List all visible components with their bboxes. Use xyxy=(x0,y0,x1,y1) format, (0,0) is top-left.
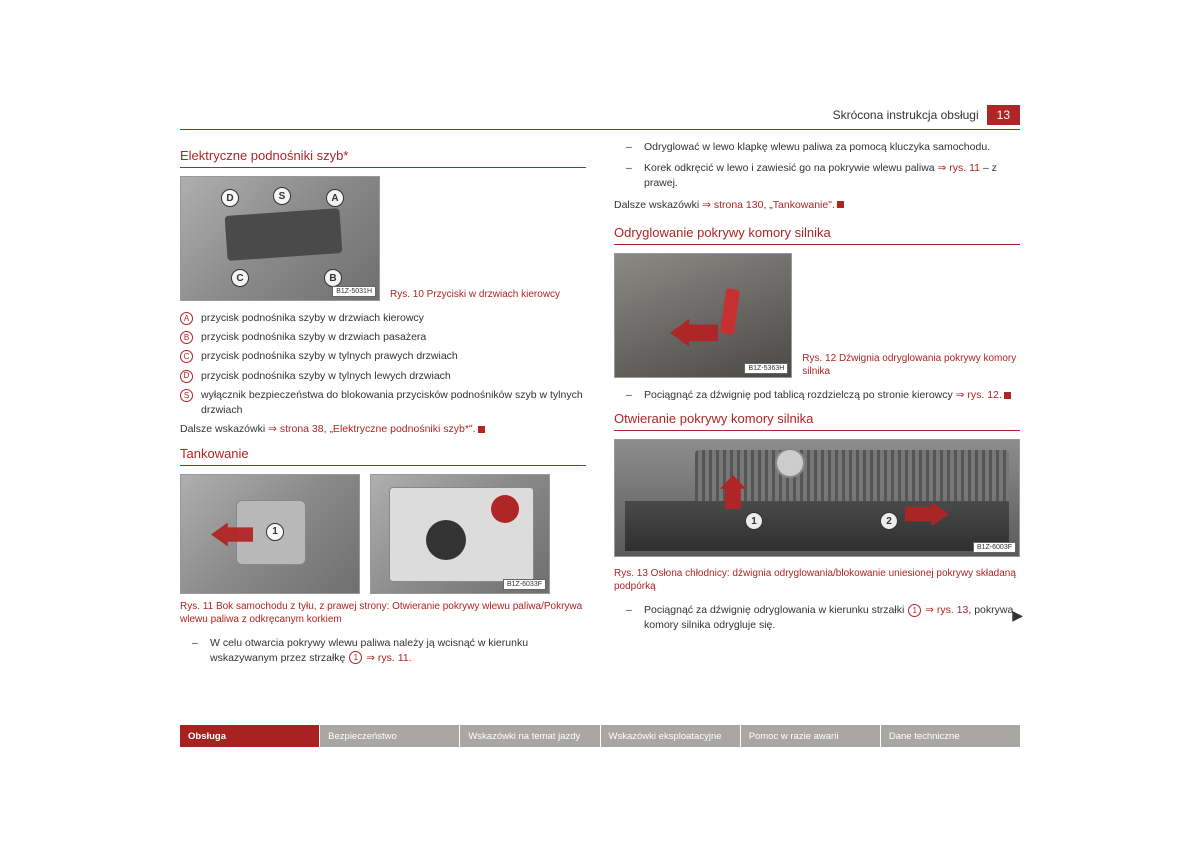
end-marker xyxy=(1004,392,1011,399)
item-c: Cprzycisk podnośnika szyby w tylnych pra… xyxy=(180,349,586,364)
tab-obsluga[interactable]: Obsługa xyxy=(180,725,320,747)
figure-13-code: B1Z-6003F xyxy=(973,542,1016,553)
marker-c: C xyxy=(231,269,249,287)
figure-12: B1Z-5363H Rys. 12 Dźwignia odryglowania … xyxy=(614,253,1020,378)
marker-2-hood: 2 xyxy=(880,512,898,530)
footer-tabs: Obsługa Bezpieczeństwo Wskazówki na tema… xyxy=(180,725,1020,747)
left-column: Elektryczne podnośniki szyb* D S A C B B… xyxy=(180,140,586,672)
figure-12-image: B1Z-5363H xyxy=(614,253,792,378)
figure-10-image: D S A C B B1Z-5031H xyxy=(180,176,380,301)
figure-12-caption: Rys. 12 Dźwignia odryglowania pokrywy ko… xyxy=(802,352,1020,378)
figure-11-caption: Rys. 11 Bok samochodu z tyłu, z prawej s… xyxy=(180,600,586,626)
right-column: – Odryglować w lewo klapkę wlewu paliwa … xyxy=(614,140,1020,672)
tab-bezpieczenstwo[interactable]: Bezpieczeństwo xyxy=(320,725,460,747)
fuel-step-2: – Odryglować w lewo klapkę wlewu paliwa … xyxy=(626,140,1020,155)
marker-a: A xyxy=(326,189,344,207)
open-hood-step: – Pociągnąć za dźwignię odryglowania w k… xyxy=(626,603,1020,633)
more-info-fuel: Dalsze wskazówki ⇒ strona 130, „Tankowan… xyxy=(614,198,1020,213)
marker-1-hood: 1 xyxy=(745,512,763,530)
more-info-windows: Dalsze wskazówki ⇒ strona 38, „Elektrycz… xyxy=(180,422,586,437)
continue-arrow-icon: ▶ xyxy=(1012,607,1023,624)
figure-10-code: B1Z-5031H xyxy=(332,286,376,297)
marker-d: D xyxy=(221,189,239,207)
figure-11-left: 1 xyxy=(180,474,360,594)
item-d: Dprzycisk podnośnika szyby w tylnych lew… xyxy=(180,369,586,384)
item-s: Swyłącznik bezpieczeństwa do blokowania … xyxy=(180,388,586,418)
section-name: Skrócona instrukcja obsługi xyxy=(833,108,979,122)
fuel-step-3: – Korek odkręcić w lewo i zawiesić go na… xyxy=(626,161,1020,191)
figure-13-caption: Rys. 13 Osłona chłodnicy: dźwignia odryg… xyxy=(614,567,1020,593)
figure-11-code: B1Z-6033F xyxy=(503,579,546,590)
figure-11-right: B1Z-6033F xyxy=(370,474,550,594)
marker-b: B xyxy=(324,269,342,287)
figure-11-row: 1 B1Z-6033F xyxy=(180,474,586,594)
manual-page: Skrócona instrukcja obsługi 13 Elektrycz… xyxy=(180,105,1020,672)
section-title-unlock-hood: Odryglowanie pokrywy komory silnika xyxy=(614,225,1020,245)
page-header: Skrócona instrukcja obsługi 13 xyxy=(180,105,1020,125)
marker-s: S xyxy=(273,187,291,205)
tab-wskazowki-eksploat[interactable]: Wskazówki eksploatacyjne xyxy=(601,725,741,747)
tab-dane-techniczne[interactable]: Dane techniczne xyxy=(881,725,1020,747)
item-a: Aprzycisk podnośnika szyby w drzwiach ki… xyxy=(180,311,586,326)
marker-1: 1 xyxy=(266,523,284,541)
unlock-hood-step: – Pociągnąć za dźwignię pod tablicą rozd… xyxy=(626,388,1020,403)
figure-10-caption: Rys. 10 Przyciski w drzwiach kierowcy xyxy=(390,288,560,301)
figure-13-image: 1 2 B1Z-6003F xyxy=(614,439,1020,557)
content-columns: Elektryczne podnośniki szyb* D S A C B B… xyxy=(180,140,1020,672)
item-b: Bprzycisk podnośnika szyby w drzwiach pa… xyxy=(180,330,586,345)
figure-13: 1 2 B1Z-6003F xyxy=(614,439,1020,557)
end-marker xyxy=(837,201,844,208)
figure-12-code: B1Z-5363H xyxy=(744,363,788,374)
header-rule xyxy=(180,129,1020,130)
fuel-step-1: – W celu otwarcia pokrywy wlewu paliwa n… xyxy=(192,636,586,666)
tab-wskazowki-jazdy[interactable]: Wskazówki na temat jazdy xyxy=(460,725,600,747)
section-title-fuel: Tankowanie xyxy=(180,446,586,466)
page-number: 13 xyxy=(987,105,1020,125)
figure-10: D S A C B B1Z-5031H Rys. 10 Przyciski w … xyxy=(180,176,586,301)
section-title-open-hood: Otwieranie pokrywy komory silnika xyxy=(614,411,1020,431)
section-title-windows: Elektryczne podnośniki szyb* xyxy=(180,148,586,168)
end-marker xyxy=(478,426,485,433)
tab-pomoc-awarii[interactable]: Pomoc w razie awarii xyxy=(741,725,881,747)
